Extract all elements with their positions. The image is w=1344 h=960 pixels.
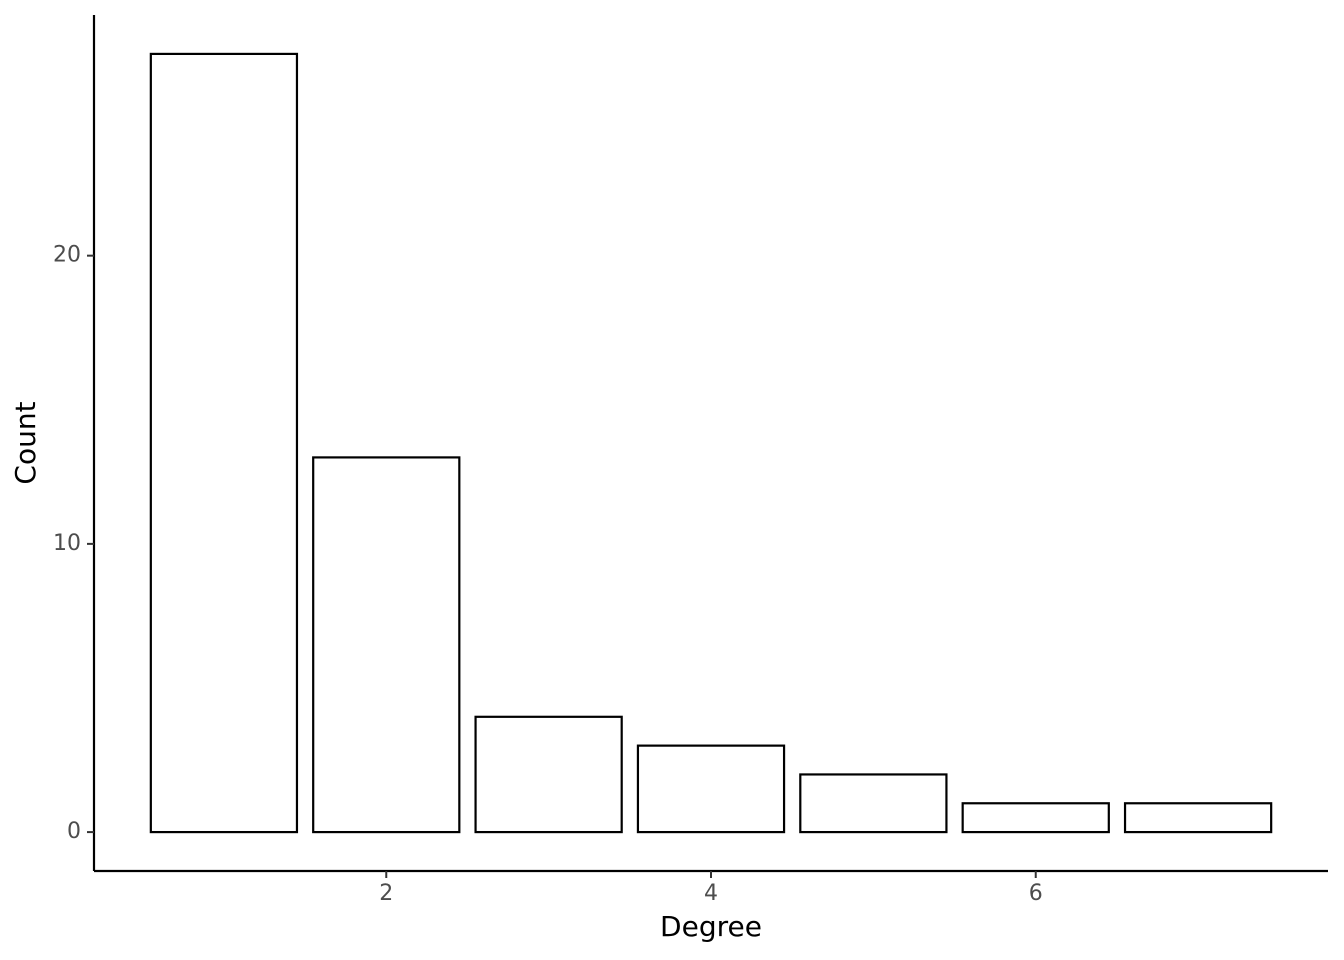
bar [474,715,623,834]
bar [961,802,1110,834]
y-tick-label: 20 [53,243,81,268]
y-tick-label: 10 [53,531,81,556]
bar [799,773,948,834]
bar [149,52,299,834]
bar [1123,802,1273,834]
x-tick-label: 2 [379,881,393,906]
bar [636,744,786,834]
y-axis-title: Count [9,401,42,484]
x-axis-title: Degree [660,910,762,943]
bar [312,456,461,834]
y-tick-label: 0 [67,819,81,844]
x-tick-label: 6 [1029,881,1043,906]
x-tick-label: 4 [704,881,718,906]
